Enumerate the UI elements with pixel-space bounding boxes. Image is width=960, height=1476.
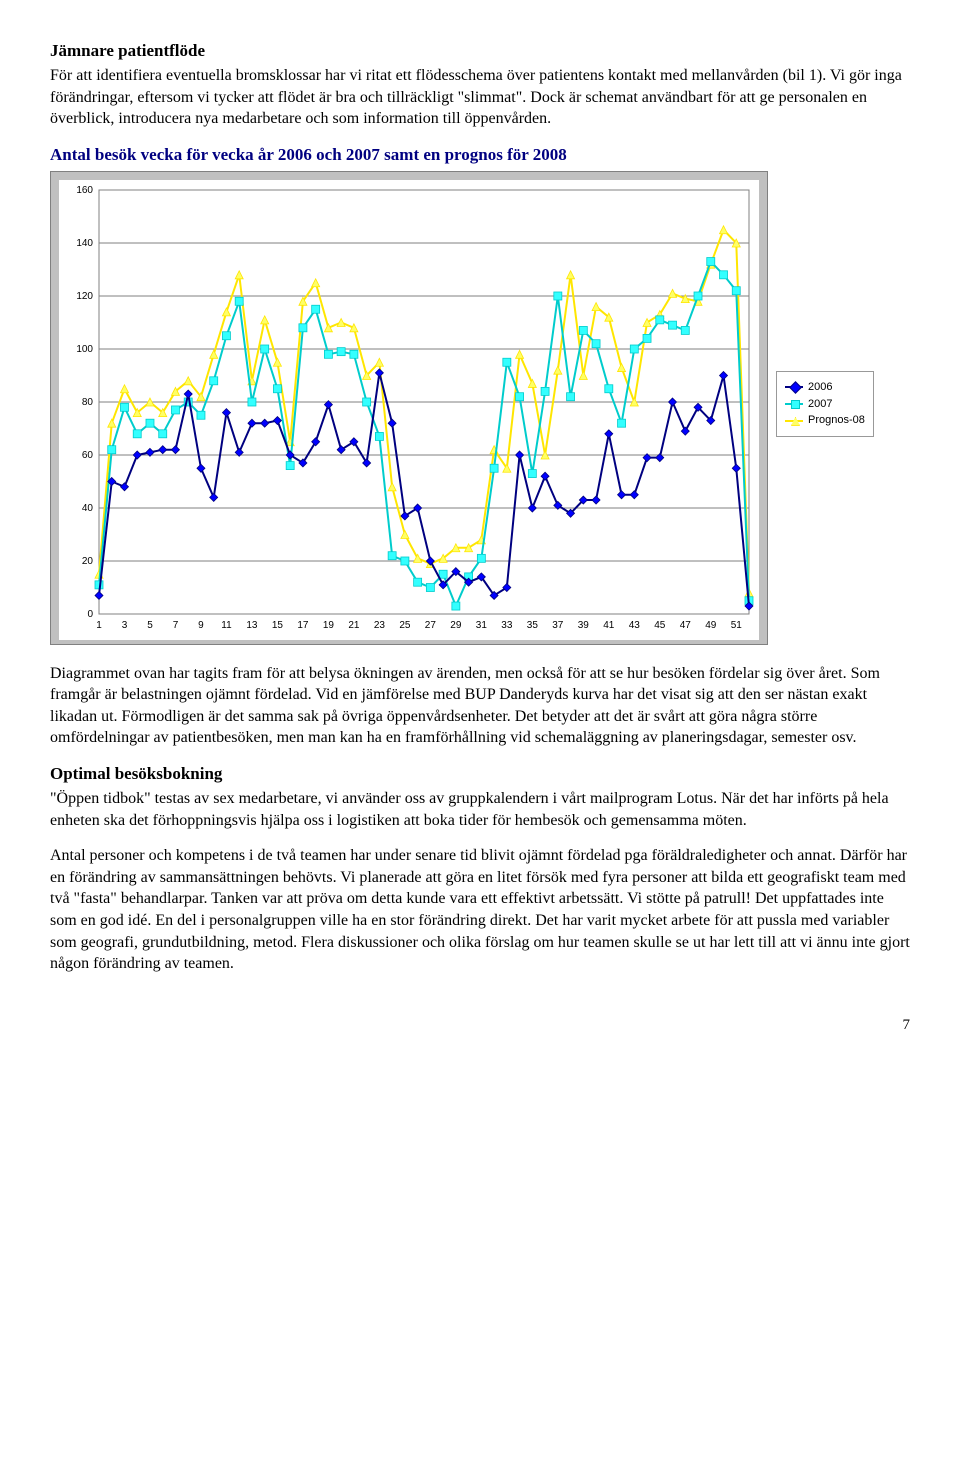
svg-text:47: 47 [680, 620, 692, 631]
svg-text:160: 160 [76, 185, 93, 196]
svg-text:17: 17 [297, 620, 309, 631]
svg-text:3: 3 [122, 620, 128, 631]
svg-text:25: 25 [399, 620, 411, 631]
svg-text:5: 5 [147, 620, 153, 631]
chart-title: Antal besök vecka för vecka år 2006 och … [50, 144, 910, 167]
svg-text:43: 43 [629, 620, 641, 631]
svg-text:0: 0 [87, 609, 93, 620]
svg-text:35: 35 [527, 620, 539, 631]
svg-text:15: 15 [272, 620, 284, 631]
svg-text:9: 9 [198, 620, 204, 631]
line-chart-svg: 0204060801001201401601357911131517192123… [59, 180, 759, 640]
svg-text:27: 27 [425, 620, 437, 631]
svg-text:33: 33 [501, 620, 513, 631]
svg-text:31: 31 [476, 620, 488, 631]
section-title-booking: Optimal besöksbokning [50, 763, 910, 786]
svg-text:140: 140 [76, 238, 93, 249]
section-body-booking-p1: "Öppen tidbok" testas av sex medarbetare… [50, 788, 910, 831]
section-body-flow: För att identifiera eventuella bromsklos… [50, 65, 910, 130]
svg-text:51: 51 [731, 620, 743, 631]
svg-text:11: 11 [221, 620, 232, 631]
section-title-flow: Jämnare patientflöde [50, 40, 910, 63]
svg-text:1: 1 [96, 620, 102, 631]
svg-text:60: 60 [82, 450, 94, 461]
svg-text:7: 7 [173, 620, 179, 631]
svg-text:21: 21 [348, 620, 360, 631]
svg-text:19: 19 [323, 620, 335, 631]
svg-text:100: 100 [76, 344, 93, 355]
svg-text:20: 20 [82, 556, 94, 567]
page-number: 7 [50, 1015, 910, 1035]
svg-text:49: 49 [705, 620, 717, 631]
svg-text:13: 13 [246, 620, 258, 631]
svg-text:29: 29 [450, 620, 462, 631]
section-body-booking-p2: Antal personer och kompetens i de två te… [50, 845, 910, 975]
svg-text:41: 41 [603, 620, 615, 631]
chart-container: 0204060801001201401601357911131517192123… [50, 171, 910, 645]
svg-text:39: 39 [578, 620, 590, 631]
section-body-diagram: Diagrammet ovan har tagits fram för att … [50, 663, 910, 749]
chart-plot-area: 0204060801001201401601357911131517192123… [50, 171, 768, 645]
svg-text:23: 23 [374, 620, 386, 631]
svg-text:80: 80 [82, 397, 94, 408]
svg-text:37: 37 [552, 620, 564, 631]
svg-text:40: 40 [82, 503, 94, 514]
chart-legend: 20062007Prognos-08 [776, 371, 874, 438]
svg-text:45: 45 [654, 620, 666, 631]
svg-text:120: 120 [76, 291, 93, 302]
